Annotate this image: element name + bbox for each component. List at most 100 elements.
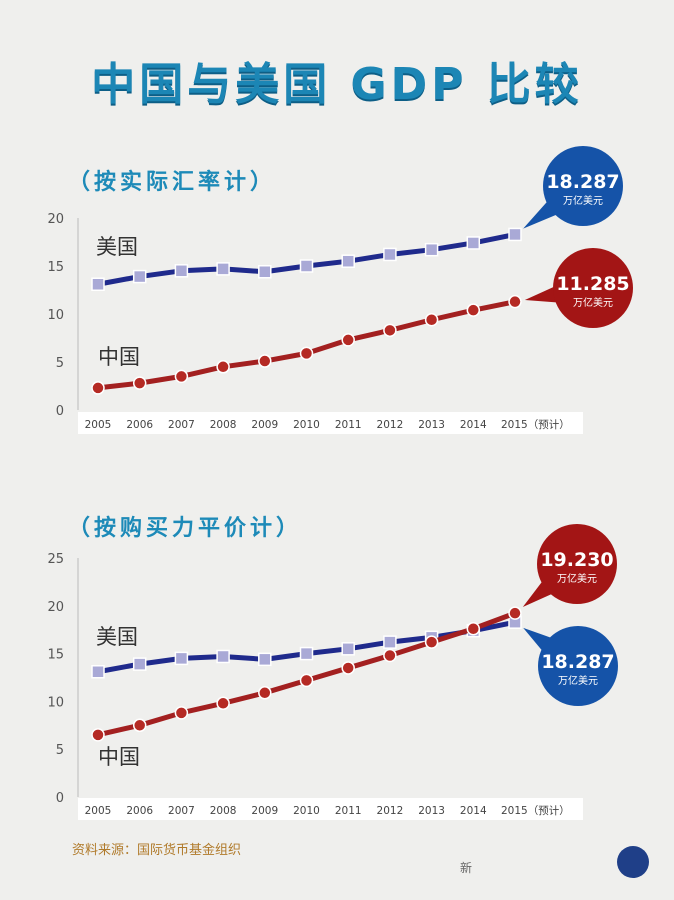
point-usa: [132, 657, 147, 671]
source-note: 资料来源：国际货币基金组织: [72, 843, 242, 858]
y-tick-label: 20: [47, 600, 64, 615]
callout-value: 18.287: [541, 651, 614, 673]
point-china: [258, 686, 272, 700]
point-china: [466, 303, 481, 317]
x-tick-label: 2014: [460, 805, 487, 817]
chart2-subtitle: （按购买力平价计）: [68, 516, 303, 541]
x-tick-label: 2009: [251, 805, 278, 817]
y-tick-label: 5: [56, 743, 64, 758]
point-usa: [424, 242, 439, 257]
callout-bubble: [538, 626, 618, 706]
x-tick-label: 2005: [85, 419, 112, 431]
x-tick-label: 2013: [418, 419, 445, 431]
x-tick-label: 2005: [85, 805, 112, 817]
x-tick-label: 2015（预计）: [501, 418, 570, 431]
x-tick-label: 2009: [251, 419, 278, 431]
point-usa: [383, 247, 397, 262]
point-usa: [299, 259, 314, 273]
x-tick-row: [78, 412, 583, 434]
callout-unit: 万亿美元: [558, 674, 598, 687]
x-tick-label: 2007: [168, 419, 195, 431]
point-usa: [91, 277, 105, 291]
point-china: [424, 635, 439, 649]
point-china: [341, 661, 355, 675]
chart-2: 0 5 10 15 20 25 2005 2006 2007 2008 2009 2010 2011 20…: [47, 524, 618, 820]
callout-bubble: [543, 146, 623, 226]
y-tick-label: 0: [56, 404, 64, 419]
point-usa: [466, 236, 481, 250]
x-tick-label: 2006: [126, 419, 153, 431]
x-tick-row: [78, 798, 583, 820]
point-china: [258, 354, 272, 368]
callout-bubble: [537, 524, 617, 604]
point-china: [466, 621, 481, 636]
callout-value: 19.230: [540, 549, 613, 571]
y-tick-label: 10: [47, 308, 64, 323]
point-china: [424, 313, 439, 327]
x-tick-label: 2013: [418, 805, 445, 817]
callout-value: 11.285: [556, 273, 629, 295]
series-label: 中国: [98, 345, 140, 369]
point-usa: [258, 265, 272, 279]
callout-bubble: [553, 248, 633, 328]
chart1-subtitle: （按实际汇率计）: [68, 170, 277, 195]
y-tick-label: 0: [56, 791, 64, 806]
y-tick-label: 15: [47, 260, 64, 275]
point-china: [174, 369, 189, 384]
callout-unit: 万亿美元: [563, 194, 603, 207]
footer-text: 新: [460, 861, 473, 875]
y-tick-label: 15: [47, 648, 64, 663]
point-usa: [216, 262, 230, 276]
x-tick-label: 2012: [377, 805, 404, 817]
x-tick-label: 2012: [377, 419, 404, 431]
point-china: [216, 696, 230, 711]
point-usa: [383, 635, 397, 649]
point-usa: [299, 646, 314, 661]
x-tick-label: 2010: [293, 419, 320, 431]
emblem-logo: [617, 846, 649, 878]
point-usa: [91, 665, 105, 679]
y-tick-label: 20: [47, 212, 64, 227]
x-tick-label: 2008: [210, 419, 237, 431]
point-china: [341, 333, 355, 347]
point-china: [299, 673, 314, 688]
callout-pointer: [524, 285, 562, 303]
point-china: [508, 606, 522, 620]
point-usa: [341, 254, 355, 268]
point-usa: [508, 227, 522, 242]
point-usa: [132, 269, 147, 284]
x-tick-label: 2011: [335, 419, 362, 431]
callout-value: 18.287: [546, 171, 619, 193]
point-china: [383, 648, 397, 663]
series-label: 美国: [96, 625, 138, 649]
x-tick-label: 2014: [460, 419, 487, 431]
x-tick-label: 2006: [126, 805, 153, 817]
x-tick-label: 2007: [168, 805, 195, 817]
callout-unit: 万亿美元: [557, 572, 597, 585]
y-tick-label: 25: [47, 552, 64, 567]
page-title: 中国与美国 GDP 比较: [91, 59, 583, 110]
point-usa: [216, 649, 230, 664]
x-tick-label: 2008: [210, 805, 237, 817]
series-label: 美国: [96, 235, 138, 259]
point-china: [508, 294, 522, 309]
point-china: [174, 706, 189, 720]
point-china: [216, 360, 230, 374]
x-tick-label: 2011: [335, 805, 362, 817]
series-label: 中国: [98, 745, 140, 769]
point-usa: [341, 642, 355, 656]
series-line-china: [97, 299, 516, 391]
point-china: [132, 718, 147, 733]
point-china: [383, 323, 397, 338]
y-tick-label: 5: [56, 356, 64, 371]
point-usa: [174, 651, 189, 666]
point-china: [91, 381, 105, 395]
point-usa: [174, 264, 189, 278]
point-china: [91, 728, 105, 742]
x-tick-label: 2015（预计）: [501, 804, 570, 817]
y-tick-label: 10: [47, 695, 64, 710]
point-china: [299, 346, 314, 361]
chart-1: 0 5 10 15 20 2005 2006 2007 2008 2009 2010 2011 2012…: [47, 146, 633, 434]
point-china: [132, 376, 147, 390]
